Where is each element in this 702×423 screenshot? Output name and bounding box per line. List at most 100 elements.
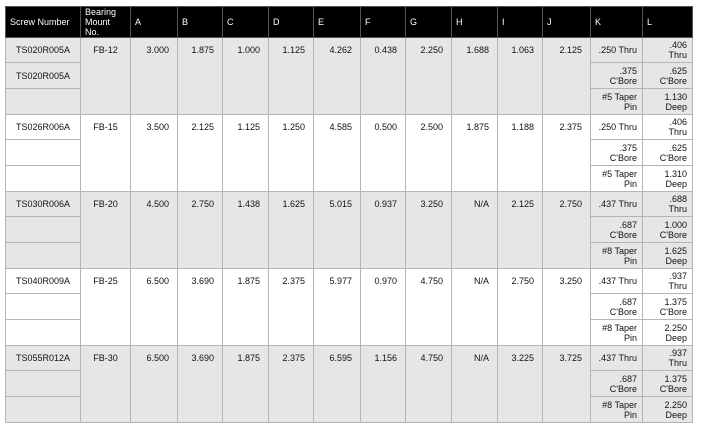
dimension-cell: 4.500	[130, 191, 178, 269]
column-header: Bearing Mount No.	[80, 6, 131, 38]
table-row: TS055R012A FB-30 6.500 3.690 1.875 2.375 6.595…	[5, 345, 693, 423]
dimension-cell: 1.250	[268, 114, 314, 192]
column-header: J	[542, 6, 591, 38]
k-cell: .687 C'Bore	[590, 293, 643, 320]
column-header: H	[451, 6, 498, 38]
l-text: .406 Thru	[668, 117, 687, 137]
k-cell: #8 Taper Pin	[590, 242, 643, 269]
k-text: .437 Thru	[598, 353, 637, 363]
k-text: .250 Thru	[598, 45, 637, 55]
k-text: .250 Thru	[598, 122, 637, 132]
dimension-cell: 2.125	[177, 114, 223, 192]
column-header: G	[405, 6, 452, 38]
dimension-cell: 0.970	[360, 268, 406, 346]
l-cell: 2.250 Deep	[642, 396, 693, 423]
dimension-cell: 5.977	[313, 268, 361, 346]
l-text: 1.375 C'Bore	[659, 296, 687, 317]
l-cell: .688 Thru	[642, 191, 693, 217]
dimension-cell: 1.000	[222, 37, 269, 115]
dimension-cell: 1.125	[268, 37, 314, 115]
column-header: I	[497, 6, 543, 38]
l-cell: .406 Thru	[642, 37, 693, 63]
table-row: TS020R005A .375 C'Bore .625 C'Bore	[5, 62, 693, 89]
screw-number-cell	[5, 396, 81, 423]
k-cell: .437 Thru	[590, 268, 643, 294]
k-cell: #8 Taper Pin	[590, 396, 643, 423]
l-cell: 1.375 C'Bore	[642, 293, 693, 320]
table-row: #8 Taper Pin 2.250 Deep	[5, 396, 693, 423]
dimension-cell: 0.500	[360, 114, 406, 192]
k-cell: #5 Taper Pin	[590, 165, 643, 192]
dimension-cell: 1.875	[222, 345, 269, 423]
l-cell: 1.000 C'Bore	[642, 216, 693, 243]
l-text: .625 C'Bore	[659, 65, 687, 86]
dimension-cell: 1.156	[360, 345, 406, 423]
l-cell: 1.310 Deep	[642, 165, 693, 192]
l-text: .937 Thru	[668, 348, 687, 368]
dimension-cell: 0.438	[360, 37, 406, 115]
table-row: TS026R006A FB-15 3.500 2.125 1.125 1.250 4.585…	[5, 114, 693, 192]
bearing-mount-cell: FB-30	[80, 345, 131, 423]
table-row: #8 Taper Pin 1.625 Deep	[5, 242, 693, 269]
l-cell: .625 C'Bore	[642, 62, 693, 89]
dimension-cell: 3.250	[542, 268, 591, 346]
screw-number-cell	[5, 139, 81, 166]
k-cell: #5 Taper Pin	[590, 88, 643, 115]
l-cell: 1.375 C'Bore	[642, 370, 693, 397]
dimension-cell: 4.750	[405, 345, 452, 423]
k-text: .437 Thru	[598, 199, 637, 209]
dimension-cell: 1.625	[268, 191, 314, 269]
table-row: #5 Taper Pin 1.130 Deep	[5, 88, 693, 115]
dimension-cell: 1.063	[497, 37, 543, 115]
l-cell: .937 Thru	[642, 345, 693, 371]
column-header: K	[590, 6, 643, 38]
k-cell: .250 Thru	[590, 37, 643, 63]
k-cell: .375 C'Bore	[590, 62, 643, 89]
l-cell: 2.250 Deep	[642, 319, 693, 346]
dimension-cell: 3.250	[405, 191, 452, 269]
dimension-cell: 3.690	[177, 268, 223, 346]
dimension-cell: 2.250	[405, 37, 452, 115]
l-text: .625 C'Bore	[659, 142, 687, 163]
screw-number-cell	[5, 319, 81, 346]
l-text: 1.310 Deep	[664, 168, 687, 189]
dimension-cell: 2.375	[268, 345, 314, 423]
screw-number-cell	[5, 165, 81, 192]
dimension-cell: 0.937	[360, 191, 406, 269]
k-text: #8 Taper Pin	[602, 399, 637, 420]
dimension-cell: 4.750	[405, 268, 452, 346]
screw-number-cell: TS026R006A	[5, 114, 81, 140]
screw-number-cell: TS020R005A	[5, 37, 81, 63]
l-cell: 1.625 Deep	[642, 242, 693, 269]
l-text: 1.130 Deep	[664, 91, 687, 112]
column-header: F	[360, 6, 406, 38]
l-cell: .406 Thru	[642, 114, 693, 140]
l-cell: .625 C'Bore	[642, 139, 693, 166]
column-header: B	[177, 6, 223, 38]
dimension-cell: 4.585	[313, 114, 361, 192]
screw-number-cell	[5, 370, 81, 397]
column-header: Screw Number	[5, 6, 81, 38]
dimension-cell: 1.875	[177, 37, 223, 115]
column-header: E	[313, 6, 361, 38]
dimension-cell: 6.595	[313, 345, 361, 423]
table-row: #5 Taper Pin 1.310 Deep	[5, 165, 693, 192]
bearing-mount-cell: FB-12	[80, 37, 131, 115]
column-header: D	[268, 6, 314, 38]
k-text: #8 Taper Pin	[602, 322, 637, 343]
dimension-cell: N/A	[451, 268, 498, 346]
dimension-cell: 2.750	[542, 191, 591, 269]
l-text: .406 Thru	[668, 40, 687, 60]
column-header: C	[222, 6, 269, 38]
dimension-cell: 3.000	[130, 37, 178, 115]
dimension-cell: 3.725	[542, 345, 591, 423]
dimension-cell: 1.688	[451, 37, 498, 115]
k-cell: .437 Thru	[590, 191, 643, 217]
k-cell: .437 Thru	[590, 345, 643, 371]
dimension-cell: 1.188	[497, 114, 543, 192]
table-row: .375 C'Bore .625 C'Bore	[5, 139, 693, 166]
dimension-cell: 2.125	[497, 191, 543, 269]
screw-number-cell	[5, 88, 81, 115]
column-header: L	[642, 6, 693, 38]
